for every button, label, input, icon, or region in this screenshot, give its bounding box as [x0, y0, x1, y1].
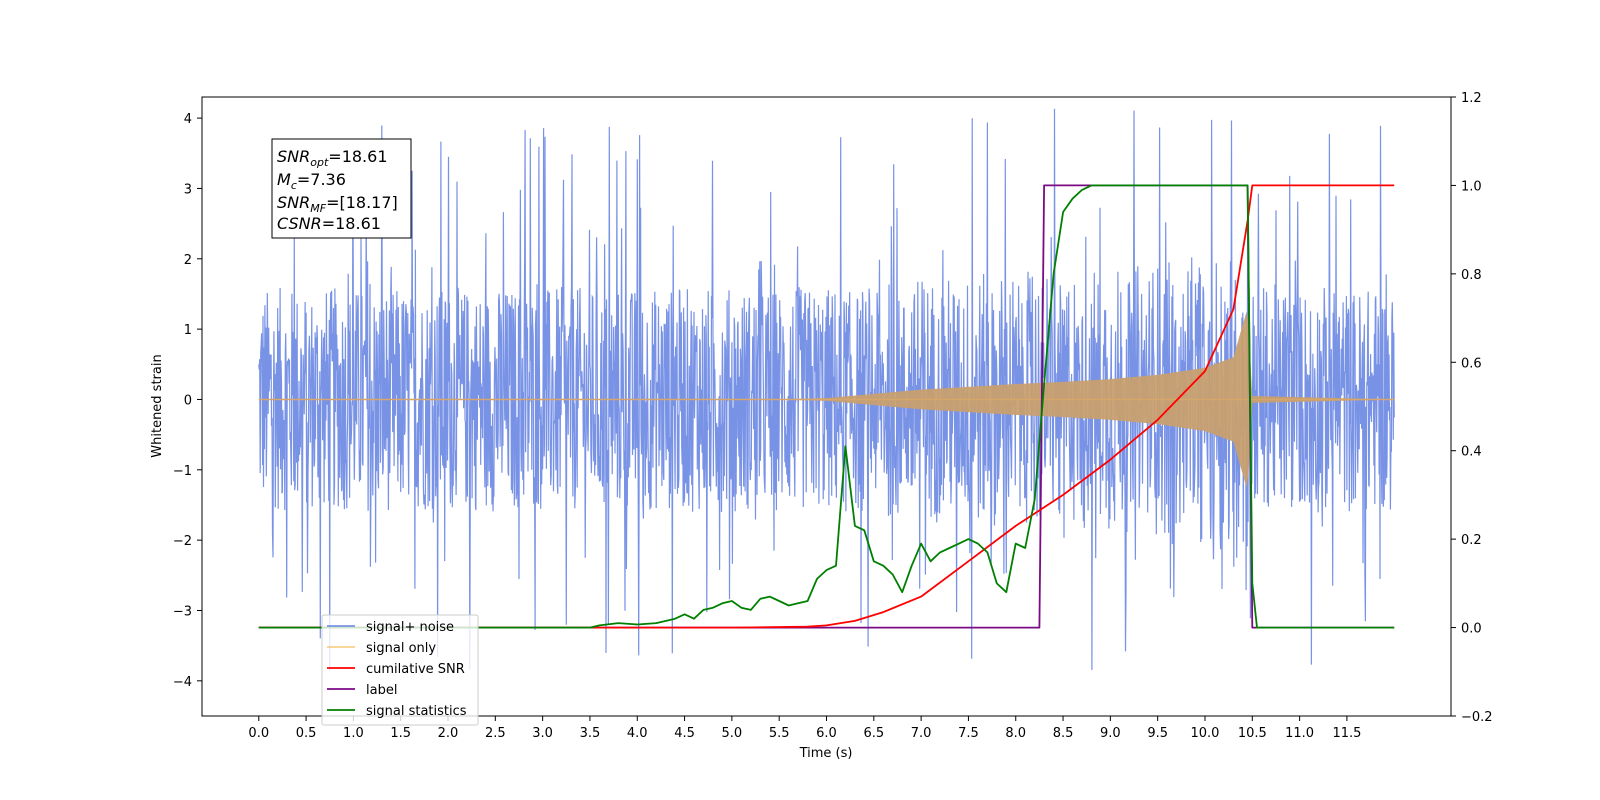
x-tick-label: 10.0 [1191, 726, 1220, 741]
legend-frame [321, 614, 479, 726]
x-tick-label: 9.0 [1100, 726, 1121, 741]
stats-box: SNRopt=18.61 Mc=7.36 SNRMF=[18.17] CSNR=… [271, 138, 412, 239]
y2-tick-label: 1.2 [1461, 91, 1482, 106]
series-layer [258, 108, 1395, 671]
y2-tick-label: 0.2 [1461, 533, 1482, 548]
x-tick-label: 9.5 [1147, 726, 1168, 741]
x-tick-label: 4.0 [627, 726, 648, 741]
x-axis-label: Time (s) [799, 746, 853, 761]
legend-label: signal+ noise [366, 620, 454, 635]
y-tick-label: −4 [173, 675, 192, 690]
y-tick-label: 4 [184, 112, 192, 127]
x-tick-label: 3.5 [580, 726, 601, 741]
x-tick-label: 10.5 [1238, 726, 1267, 741]
y2-tick-label: 0.6 [1461, 356, 1482, 371]
y-tick-label: 0 [184, 393, 192, 408]
y2-tick-label: 0.0 [1461, 622, 1482, 637]
legend-label: cumilative SNR [366, 662, 465, 677]
stats-snr-opt: SNRopt=18.61 [277, 147, 388, 169]
y-axis-label: Whitened strain [150, 354, 165, 457]
x-tick-label: 6.5 [863, 726, 884, 741]
x-tick-label: 2.5 [485, 726, 506, 741]
x-tick-label: 6.0 [816, 726, 837, 741]
series-signal-statistics [258, 184, 1395, 629]
stats-box-frame [271, 138, 412, 239]
y-tick-label: 2 [184, 253, 192, 268]
x-tick-label: 11.5 [1332, 726, 1361, 741]
x-tick-label: 5.0 [722, 726, 743, 741]
y-tick-label: −1 [173, 464, 192, 479]
stats-csnr: CSNR=18.61 [277, 214, 381, 233]
y-tick-label: 3 [184, 182, 192, 197]
x-tick-label: 1.0 [343, 726, 364, 741]
x-tick-label: 8.5 [1053, 726, 1074, 741]
x-tick-label: 7.0 [911, 726, 932, 741]
x-tick-label: 0.0 [248, 726, 269, 741]
stats-snr-mf: SNRMF=[18.17] [277, 193, 398, 215]
legend-label: signal only [366, 641, 436, 656]
legend-label: signal statistics [366, 704, 467, 719]
y-axis: 4 3 2 1 0 −1 −2 −3 −4 [173, 112, 202, 690]
x-tick-label: 11.0 [1285, 726, 1314, 741]
y2-axis: 1.2 1.0 0.8 0.6 0.4 0.2 0.0 −0.2 [1451, 91, 1493, 725]
x-tick-label: 0.5 [296, 726, 317, 741]
y-tick-label: 1 [184, 323, 192, 338]
legend-label: label [366, 683, 397, 698]
y-tick-label: −2 [173, 534, 192, 549]
series-cumulative-snr [258, 184, 1395, 629]
x-tick-label: 7.5 [958, 726, 979, 741]
y2-tick-label: 0.4 [1461, 445, 1482, 460]
x-tick-label: 2.0 [438, 726, 459, 741]
x-axis: 0.0 0.5 1.0 1.5 2.0 2.5 3.0 3.5 4.0 4.5 5.0 5.5 6.0 6… [248, 716, 1361, 741]
x-tick-label: 3.0 [532, 726, 553, 741]
x-tick-label: 5.5 [769, 726, 790, 741]
y2-tick-label: 1.0 [1461, 179, 1482, 194]
x-tick-label: 8.0 [1005, 726, 1026, 741]
x-tick-label: 1.5 [390, 726, 411, 741]
legend: signal+ noise signal only cumilative SNR la… [321, 614, 479, 726]
stats-mc: Mc=7.36 [277, 170, 346, 192]
y-tick-label: −3 [173, 604, 192, 619]
y2-tick-label: −0.2 [1461, 710, 1493, 725]
y2-tick-label: 0.8 [1461, 268, 1482, 283]
x-tick-label: 4.5 [674, 726, 695, 741]
